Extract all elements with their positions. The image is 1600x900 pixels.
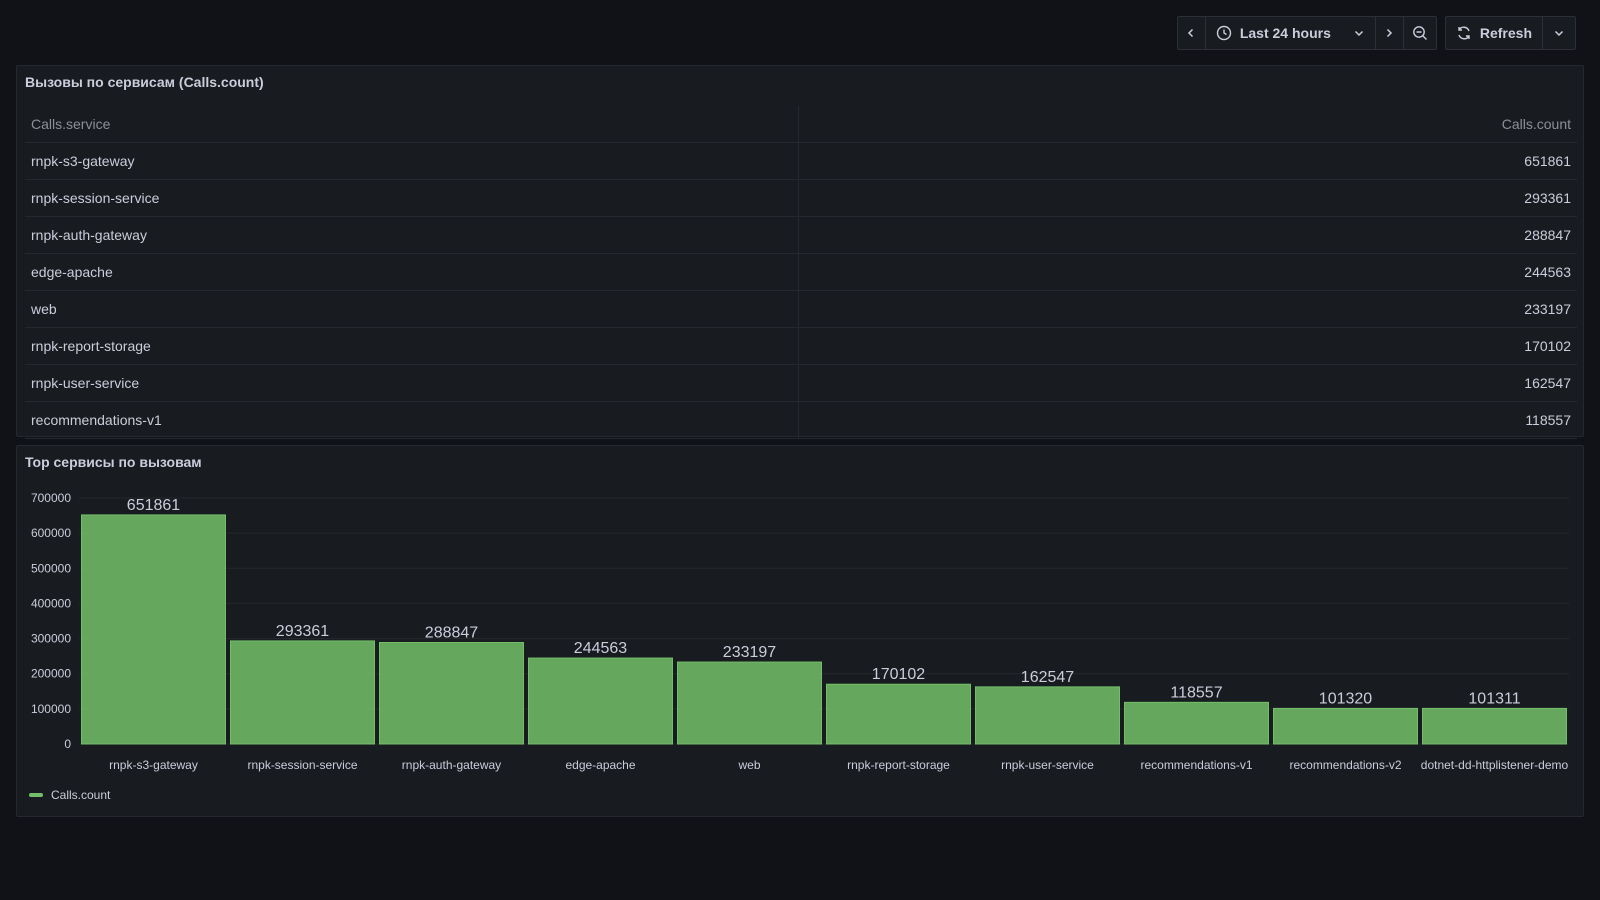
cell-count: 651861 bbox=[1524, 153, 1571, 169]
zoom-out-icon bbox=[1412, 26, 1427, 40]
bar-value-label: 118557 bbox=[1170, 684, 1222, 701]
cell-count: 162547 bbox=[1524, 375, 1571, 391]
cell-service: recommendations-v1 bbox=[25, 402, 799, 438]
y-tick-label: 500000 bbox=[31, 561, 71, 575]
chevron-right-icon bbox=[1387, 28, 1393, 38]
bar bbox=[1273, 707, 1418, 745]
table-body: rnpk-s3-gateway 651861 rnpk-session-servic… bbox=[25, 143, 1577, 439]
cell-count: 244563 bbox=[1524, 264, 1571, 280]
table-row: edge-apache 244563 bbox=[25, 254, 1577, 291]
bar bbox=[1124, 701, 1269, 745]
bar bbox=[81, 514, 226, 745]
x-tick-label: rnpk-report-storage bbox=[847, 758, 950, 772]
time-toolbar: Last 24 hours Refresh bbox=[1176, 16, 1576, 50]
cell-service: rnpk-report-storage bbox=[25, 328, 799, 364]
table-panel: Вызовы по сервисам (Calls.count) Calls.s… bbox=[16, 65, 1584, 439]
x-tick-label: recommendations-v1 bbox=[1140, 758, 1252, 772]
bar-value-label: 170102 bbox=[872, 666, 925, 683]
x-tick-label: rnpk-s3-gateway bbox=[109, 758, 198, 772]
time-range-group: Last 24 hours bbox=[1176, 16, 1437, 50]
cell-service: rnpk-user-service bbox=[25, 365, 799, 401]
table-row: recommendations-v1 118557 bbox=[25, 402, 1577, 439]
table-row: rnpk-s3-gateway 651861 bbox=[25, 143, 1577, 180]
time-back-button[interactable] bbox=[1178, 17, 1206, 49]
cell-count: 118557 bbox=[1525, 412, 1571, 428]
table-header: Calls.service Calls.count bbox=[25, 106, 1577, 143]
bar-chart: 0 100000 200000 300000 400000 500000 600000 700… bbox=[31, 491, 1569, 772]
y-tick-label: 400000 bbox=[31, 596, 71, 610]
bar bbox=[677, 661, 822, 745]
time-forward-button[interactable] bbox=[1376, 17, 1404, 49]
table-row: web 233197 bbox=[25, 291, 1577, 328]
data-table: Calls.service Calls.count rnpk-s3-gatewa… bbox=[25, 106, 1577, 439]
x-tick-label: web bbox=[737, 758, 760, 772]
panel-title: Вызовы по сервисам (Calls.count) bbox=[25, 74, 264, 90]
bar-value-label: 293361 bbox=[276, 623, 329, 640]
cell-service: rnpk-session-service bbox=[25, 180, 799, 216]
x-tick-label: rnpk-user-service bbox=[1001, 758, 1094, 772]
chevron-down-icon bbox=[1354, 30, 1363, 37]
zoom-out-button[interactable] bbox=[1404, 17, 1436, 49]
cell-service: web bbox=[25, 291, 799, 327]
column-header-count[interactable]: Calls.count bbox=[1501, 116, 1571, 132]
chevron-down-icon bbox=[1554, 30, 1564, 37]
chart-panel: Top сервисы по вызовам 0 100000 200000 3000… bbox=[16, 445, 1584, 817]
refresh-group: Refresh bbox=[1444, 16, 1576, 50]
bar-value-label: 233197 bbox=[723, 644, 776, 661]
y-tick-label: 200000 bbox=[31, 667, 71, 681]
cell-service: edge-apache bbox=[25, 254, 799, 290]
bar bbox=[1422, 707, 1567, 745]
column-header-service[interactable]: Calls.service bbox=[25, 106, 799, 142]
bar bbox=[379, 641, 524, 745]
chart-legend[interactable]: Calls.count bbox=[29, 788, 110, 802]
cell-service: rnpk-s3-gateway bbox=[25, 143, 799, 179]
bar bbox=[975, 686, 1120, 745]
cell-count: 288847 bbox=[1524, 227, 1571, 243]
bar-value-label: 162547 bbox=[1021, 669, 1074, 686]
y-tick-label: 600000 bbox=[31, 526, 71, 540]
bar-value-label: 288847 bbox=[425, 624, 478, 641]
x-tick-label: rnpk-session-service bbox=[247, 758, 357, 772]
y-tick-label: 0 bbox=[64, 737, 71, 751]
panel-title: Top сервисы по вызовам bbox=[25, 454, 202, 470]
y-tick-label: 700000 bbox=[31, 491, 71, 505]
bar bbox=[826, 683, 971, 745]
bar-value-label: 244563 bbox=[574, 640, 627, 657]
x-tick-label: rnpk-auth-gateway bbox=[402, 758, 501, 772]
table-row: rnpk-user-service 162547 bbox=[25, 365, 1577, 402]
cell-count: 170102 bbox=[1524, 338, 1571, 354]
table-row: rnpk-auth-gateway 288847 bbox=[25, 217, 1577, 254]
table-row: rnpk-session-service 293361 bbox=[25, 180, 1577, 217]
legend-swatch bbox=[29, 793, 43, 797]
refresh-button[interactable]: Refresh bbox=[1446, 17, 1543, 49]
x-tick-label: recommendations-v2 bbox=[1289, 758, 1401, 772]
refresh-interval-dropdown[interactable] bbox=[1543, 17, 1575, 49]
time-range-label: Last 24 hours bbox=[1239, 25, 1331, 41]
x-tick-label: edge-apache bbox=[565, 758, 635, 772]
bar bbox=[528, 657, 673, 745]
refresh-label: Refresh bbox=[1479, 25, 1532, 41]
time-range-picker[interactable]: Last 24 hours bbox=[1206, 17, 1376, 49]
cell-count: 293361 bbox=[1524, 190, 1571, 206]
cell-count: 233197 bbox=[1524, 301, 1571, 317]
y-tick-label: 300000 bbox=[31, 632, 71, 646]
chevron-left-icon bbox=[1188, 28, 1194, 38]
x-tick-label: dotnet-dd-httplistener-demo bbox=[1421, 758, 1569, 772]
bar-value-label: 101320 bbox=[1319, 690, 1372, 707]
legend-label: Calls.count bbox=[51, 788, 111, 802]
cell-service: rnpk-auth-gateway bbox=[25, 217, 799, 253]
table-row: rnpk-report-storage 170102 bbox=[25, 328, 1577, 365]
y-tick-label: 100000 bbox=[31, 702, 71, 716]
bar-value-label: 651861 bbox=[127, 497, 180, 514]
refresh-icon bbox=[1458, 26, 1470, 40]
clock-icon bbox=[1216, 25, 1232, 41]
bar bbox=[230, 640, 375, 745]
bar-value-label: 101311 bbox=[1468, 690, 1520, 707]
